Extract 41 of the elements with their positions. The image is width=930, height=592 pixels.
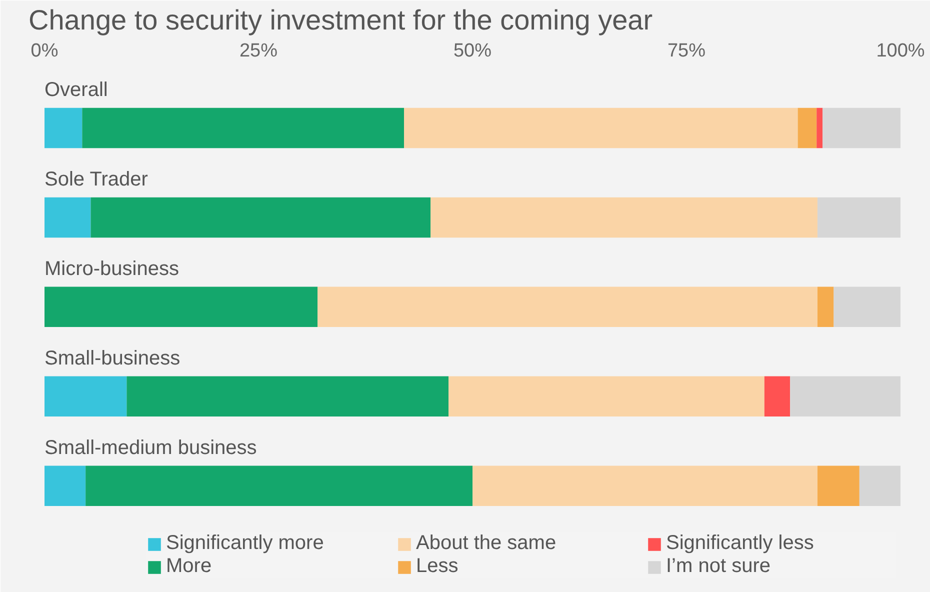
bar <box>44 466 86 506</box>
bar <box>44 376 127 417</box>
bar <box>126 376 449 417</box>
bar <box>318 286 818 328</box>
bar <box>472 466 818 506</box>
chart-title: Change to security investment for the coming year <box>28 4 653 36</box>
bar <box>834 286 900 328</box>
y-tick-label: Small-business <box>44 348 180 370</box>
bar <box>817 286 834 328</box>
bar <box>86 466 472 506</box>
legend-label: Less <box>416 555 460 578</box>
bar <box>859 466 900 506</box>
bar <box>816 108 823 148</box>
bar <box>404 108 798 148</box>
y-tick-label: Small-medium business <box>44 437 257 460</box>
y-tick-label: Sole Trader <box>44 168 148 191</box>
x-tick-label: 50% <box>453 40 492 62</box>
x-tick-label: 0% <box>30 40 58 62</box>
bar <box>798 108 817 148</box>
bar <box>44 197 91 238</box>
legend-label: More <box>166 555 213 578</box>
bar <box>790 376 900 417</box>
y-tick-label: Micro-business <box>44 258 179 280</box>
legend-label: About the same <box>416 532 558 555</box>
bar <box>764 376 790 417</box>
bar <box>817 197 900 238</box>
x-tick-label: 75% <box>667 40 706 62</box>
bar <box>44 108 82 148</box>
bar <box>817 466 860 506</box>
x-tick-label: 25% <box>239 40 278 62</box>
bar <box>430 197 818 238</box>
y-tick-label: Overall <box>44 79 108 102</box>
bar <box>90 197 431 238</box>
x-tick-label: 100% <box>876 40 925 62</box>
legend-label: Significantly more <box>166 532 325 555</box>
bar <box>448 376 764 417</box>
legend-label: Significantly less <box>666 532 815 555</box>
bar <box>822 108 900 148</box>
legend-label: I’m not sure <box>666 555 772 578</box>
bar <box>82 108 404 148</box>
bar <box>44 286 318 328</box>
